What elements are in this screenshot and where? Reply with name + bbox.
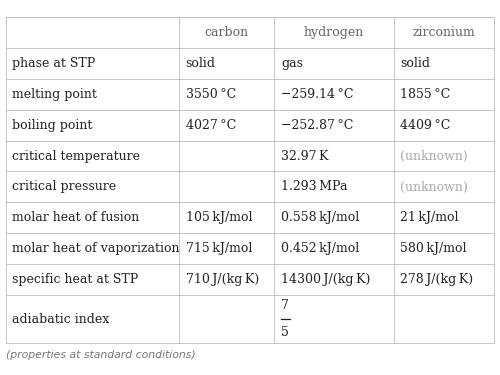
Text: melting point: melting point	[12, 88, 98, 100]
Text: zirconium: zirconium	[412, 26, 476, 39]
Text: −259.14 °C: −259.14 °C	[281, 88, 353, 100]
Text: 21 kJ/mol: 21 kJ/mol	[400, 211, 459, 224]
Text: critical pressure: critical pressure	[12, 180, 117, 194]
Text: 1.293 MPa: 1.293 MPa	[281, 180, 347, 194]
Text: boiling point: boiling point	[12, 118, 93, 132]
Text: −252.87 °C: −252.87 °C	[281, 118, 353, 132]
Text: 5: 5	[281, 326, 289, 339]
Text: 3550 °C: 3550 °C	[186, 88, 236, 100]
Text: carbon: carbon	[205, 26, 249, 39]
Text: (properties at standard conditions): (properties at standard conditions)	[6, 350, 196, 360]
Text: phase at STP: phase at STP	[12, 57, 96, 70]
Text: (unknown): (unknown)	[400, 180, 468, 194]
Text: 278 J/(kg K): 278 J/(kg K)	[400, 273, 473, 286]
Text: 715 kJ/mol: 715 kJ/mol	[186, 242, 252, 255]
Text: specific heat at STP: specific heat at STP	[12, 273, 139, 286]
Text: critical temperature: critical temperature	[12, 150, 140, 162]
Text: gas: gas	[281, 57, 303, 70]
Text: 7: 7	[281, 299, 289, 312]
Text: 105 kJ/mol: 105 kJ/mol	[186, 211, 252, 224]
Text: 0.452 kJ/mol: 0.452 kJ/mol	[281, 242, 359, 255]
Text: hydrogen: hydrogen	[304, 26, 364, 39]
Text: molar heat of fusion: molar heat of fusion	[12, 211, 140, 224]
Text: molar heat of vaporization: molar heat of vaporization	[12, 242, 180, 255]
Text: 14300 J/(kg K): 14300 J/(kg K)	[281, 273, 370, 286]
Text: 710 J/(kg K): 710 J/(kg K)	[186, 273, 259, 286]
Text: 4027 °C: 4027 °C	[186, 118, 236, 132]
Text: 4409 °C: 4409 °C	[400, 118, 451, 132]
Text: 32.97 K: 32.97 K	[281, 150, 328, 162]
Text: (unknown): (unknown)	[400, 150, 468, 162]
Text: 1855 °C: 1855 °C	[400, 88, 450, 100]
Text: 0.558 kJ/mol: 0.558 kJ/mol	[281, 211, 359, 224]
Text: solid: solid	[186, 57, 216, 70]
Text: solid: solid	[400, 57, 430, 70]
Text: adiabatic index: adiabatic index	[12, 313, 110, 326]
Text: 580 kJ/mol: 580 kJ/mol	[400, 242, 467, 255]
